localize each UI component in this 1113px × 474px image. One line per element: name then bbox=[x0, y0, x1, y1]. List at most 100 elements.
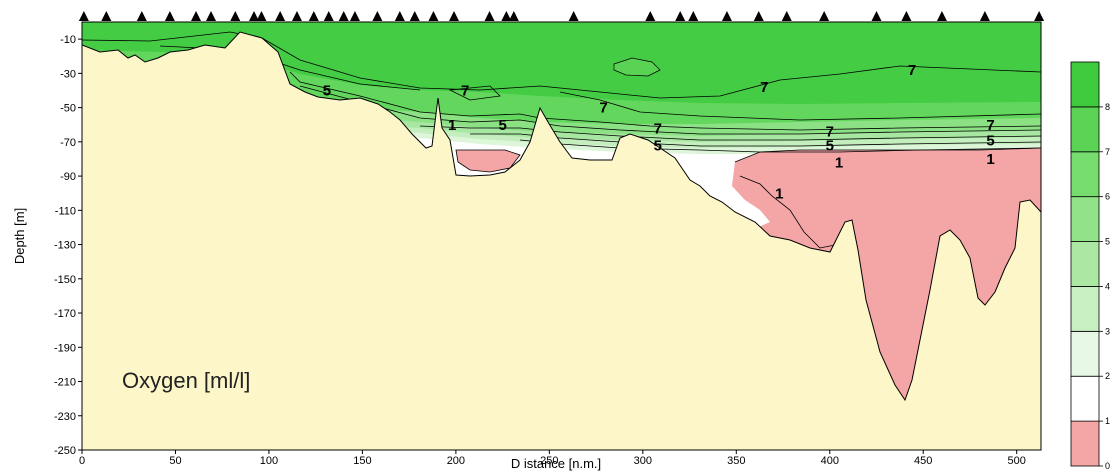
y-tick-label-1: -30 bbox=[60, 68, 76, 80]
x-axis: 0 50 100 150 200 250 300 350 400 450 500 bbox=[79, 450, 1026, 467]
plot-area bbox=[82, 22, 1041, 450]
y-tick-label-6: -130 bbox=[54, 240, 76, 252]
station-marker-19 bbox=[449, 11, 460, 21]
station-marker-25 bbox=[675, 11, 686, 21]
station-marker-11 bbox=[308, 11, 319, 21]
x-axis-title: D istance [n.m.] bbox=[511, 456, 601, 471]
colorbar-band-8 bbox=[1070, 61, 1100, 108]
x-tick-label-1: 50 bbox=[169, 455, 181, 467]
colorbar-band-6 bbox=[1070, 151, 1100, 198]
station-marker-22 bbox=[508, 11, 519, 21]
colorbar-label-4: 4 bbox=[1105, 281, 1110, 291]
colorbar-band-3 bbox=[1070, 286, 1100, 332]
station-marker-18 bbox=[428, 11, 439, 21]
hypoxic-pocket bbox=[456, 150, 520, 172]
contour-label-10: 5 bbox=[826, 137, 834, 154]
station-marker-4 bbox=[191, 11, 202, 21]
contour-7-lens bbox=[448, 85, 501, 101]
station-marker-15 bbox=[372, 11, 383, 21]
station-markers bbox=[78, 11, 1045, 21]
contour-lines bbox=[82, 31, 1041, 249]
station-marker-34 bbox=[979, 11, 990, 21]
plot-frame bbox=[81, 21, 1042, 451]
colorbar-band-4 bbox=[1070, 241, 1100, 287]
station-marker-24 bbox=[645, 11, 656, 21]
station-marker-8 bbox=[256, 11, 267, 21]
oxygen-annotation: Oxygen [ml/l] bbox=[122, 368, 250, 393]
station-marker-26 bbox=[688, 11, 699, 21]
colorbar-label-5: 5 bbox=[1105, 237, 1110, 247]
y-tick-label-5: -110 bbox=[55, 205, 76, 217]
x-tick-label-3: 150 bbox=[353, 455, 371, 467]
station-marker-17 bbox=[409, 11, 420, 21]
oxygen-lens bbox=[613, 57, 661, 77]
y-tick-label-10: -210 bbox=[54, 377, 76, 389]
colorbar-label-3: 3 bbox=[1105, 326, 1110, 336]
contour-label-5: 7 bbox=[654, 120, 662, 137]
colorbar-band-0 bbox=[1070, 420, 1100, 467]
x-tick-label-0: 0 bbox=[79, 455, 85, 467]
station-marker-13 bbox=[338, 11, 349, 21]
station-marker-10 bbox=[291, 11, 302, 21]
y-tick-label-7: -150 bbox=[54, 274, 76, 286]
contour-label-13: 7 bbox=[986, 117, 994, 134]
contour-label-9: 7 bbox=[826, 124, 834, 141]
colorbar-band-7 bbox=[1070, 106, 1100, 153]
colorbar-label-6: 6 bbox=[1105, 192, 1110, 202]
colorbar-label-0: 0 bbox=[1105, 461, 1110, 471]
station-marker-7 bbox=[248, 11, 259, 21]
station-marker-31 bbox=[871, 11, 882, 21]
y-tick-label-8: -170 bbox=[54, 308, 76, 320]
y-tick-label-9: -190 bbox=[54, 342, 76, 354]
contour-label-2: 1 bbox=[448, 117, 456, 134]
x-tick-label-8: 400 bbox=[821, 455, 839, 467]
colorbar-band-2 bbox=[1070, 330, 1100, 377]
station-marker-21 bbox=[501, 11, 512, 21]
x-tick-label-4: 200 bbox=[447, 455, 465, 467]
contour-4 bbox=[419, 125, 1041, 141]
contour-label-3: 5 bbox=[498, 117, 506, 134]
x-tick-label-6: 300 bbox=[634, 455, 652, 467]
station-marker-33 bbox=[936, 11, 947, 21]
y-tick-label-12: -250 bbox=[54, 445, 76, 457]
station-marker-5 bbox=[205, 11, 216, 21]
station-marker-14 bbox=[349, 11, 360, 21]
station-marker-16 bbox=[394, 11, 405, 21]
contour-label-12: 1 bbox=[775, 185, 783, 202]
station-marker-2 bbox=[136, 11, 147, 21]
x-tick-label-10: 500 bbox=[1008, 455, 1026, 467]
y-tick-label-2: -50 bbox=[60, 103, 76, 115]
contour-label-7: 7 bbox=[760, 79, 768, 96]
y-tick-label-0: -10 bbox=[60, 34, 76, 46]
contour-label-15: 1 bbox=[986, 151, 994, 168]
station-marker-6 bbox=[230, 11, 241, 21]
station-marker-3 bbox=[164, 11, 175, 21]
station-marker-28 bbox=[753, 11, 764, 21]
y-tick-label-4: -90 bbox=[60, 171, 76, 183]
station-marker-30 bbox=[819, 11, 830, 21]
colorbar-label-1: 1 bbox=[1105, 416, 1110, 426]
station-marker-0 bbox=[78, 11, 89, 21]
colorbar-band-1 bbox=[1070, 375, 1100, 422]
contour-label-11: 1 bbox=[835, 155, 843, 172]
colorbar-label-2: 2 bbox=[1105, 371, 1110, 381]
contour-label-6: 5 bbox=[654, 137, 662, 154]
contour-5 bbox=[299, 85, 1041, 135]
colorbar-band-5 bbox=[1070, 196, 1100, 242]
contour-label-4: 7 bbox=[599, 100, 607, 117]
contour-7-lower bbox=[559, 91, 1041, 121]
x-tick-label-9: 450 bbox=[914, 455, 932, 467]
colorbar: 0 1 2 3 4 5 6 7 8 bbox=[1070, 61, 1110, 471]
contour-1 bbox=[734, 147, 1041, 163]
contour-3 bbox=[470, 133, 1041, 147]
y-axis-title: Depth [m] bbox=[12, 208, 27, 264]
station-marker-29 bbox=[781, 11, 792, 21]
contour-label-0: 5 bbox=[323, 83, 331, 100]
x-tick-label-2: 100 bbox=[260, 455, 278, 467]
station-marker-20 bbox=[484, 11, 495, 21]
y-axis: -10 -30 -50 -70 -90 -110 -130 -150 -170 -190 -210 -… bbox=[54, 34, 82, 457]
contour-label-14: 5 bbox=[986, 132, 994, 149]
x-tick-label-5: 250 bbox=[540, 455, 558, 467]
